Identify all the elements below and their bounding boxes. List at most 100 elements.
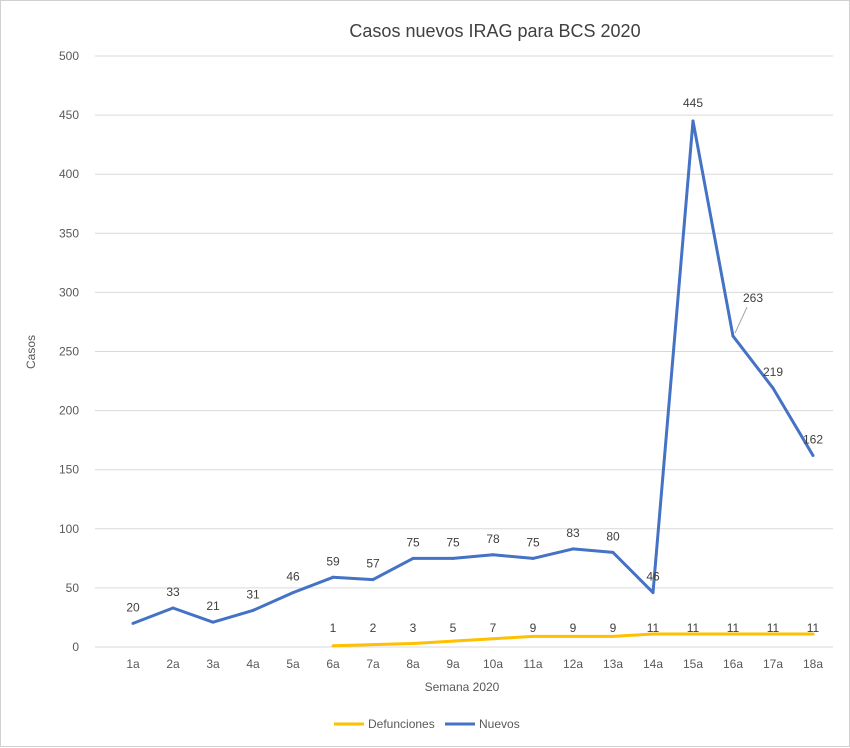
series-lines — [131, 119, 815, 648]
data-point — [571, 547, 575, 551]
data-label: 219 — [763, 365, 783, 379]
data-label: 3 — [410, 621, 417, 635]
data-label: 75 — [526, 535, 540, 549]
x-tick-label: 14a — [643, 657, 663, 671]
gridlines — [95, 55, 833, 648]
data-point — [691, 632, 695, 636]
data-label: 11 — [807, 621, 820, 635]
data-point — [731, 632, 735, 636]
data-label: 1 — [330, 621, 337, 635]
x-axis-ticks: 1a 2a 3a 4a 5a 6a 7a 8a 9a 10a 11a 12a 13a 14a 15a 16a 1… — [126, 657, 823, 671]
data-point — [651, 632, 655, 636]
y-tick-label: 250 — [59, 345, 79, 359]
data-point — [451, 556, 455, 560]
data-label: 445 — [683, 96, 703, 110]
legend: Defunciones Nuevos — [334, 717, 520, 731]
data-point — [331, 644, 335, 648]
data-label: 83 — [566, 526, 580, 540]
y-tick-label: 0 — [72, 640, 79, 654]
data-label: 11 — [767, 621, 780, 635]
data-label: 9 — [610, 621, 617, 635]
data-label: 46 — [286, 570, 300, 584]
data-label: 11 — [727, 621, 740, 635]
y-tick-label: 100 — [59, 522, 79, 536]
x-tick-label: 15a — [683, 657, 703, 671]
chart-title: Casos nuevos IRAG para BCS 2020 — [349, 21, 640, 41]
x-tick-label: 18a — [803, 657, 823, 671]
y-axis-title: Casos — [24, 335, 38, 369]
data-point — [811, 632, 815, 636]
data-label: 9 — [570, 621, 577, 635]
data-label: 59 — [326, 554, 340, 568]
y-tick-label: 450 — [59, 108, 79, 122]
x-tick-label: 16a — [723, 657, 743, 671]
x-tick-label: 10a — [483, 657, 503, 671]
x-tick-label: 5a — [286, 657, 300, 671]
x-tick-label: 3a — [206, 657, 220, 671]
x-tick-label: 6a — [326, 657, 340, 671]
data-label: 21 — [206, 599, 220, 613]
data-label: 263 — [743, 291, 763, 305]
x-axis-title: Semana 2020 — [425, 680, 500, 694]
y-tick-label: 400 — [59, 167, 79, 181]
data-label: 7 — [490, 621, 497, 635]
data-label: 20 — [126, 600, 140, 614]
y-tick-label: 500 — [59, 49, 79, 63]
data-label: 75 — [406, 535, 420, 549]
data-point — [291, 591, 295, 595]
data-point — [411, 556, 415, 560]
data-point — [251, 608, 255, 612]
data-point — [771, 632, 775, 636]
data-label: 33 — [166, 585, 180, 599]
data-point — [651, 591, 655, 595]
x-tick-label: 8a — [406, 657, 420, 671]
x-tick-label: 17a — [763, 657, 783, 671]
data-point — [691, 119, 695, 123]
data-label: 78 — [486, 532, 500, 546]
data-point — [411, 641, 415, 645]
data-point — [131, 621, 135, 625]
data-point — [611, 634, 615, 638]
x-tick-label: 9a — [446, 657, 460, 671]
x-tick-label: 11a — [523, 657, 542, 671]
data-point — [491, 553, 495, 557]
y-axis-ticks: 0 50 100 150 200 250 300 350 400 450 500 — [59, 49, 79, 654]
data-label: 162 — [803, 433, 823, 447]
x-tick-label: 13a — [603, 657, 623, 671]
data-point — [371, 578, 375, 582]
x-tick-label: 4a — [246, 657, 260, 671]
x-tick-label: 12a — [563, 657, 583, 671]
data-point — [731, 334, 735, 338]
y-tick-label: 200 — [59, 404, 79, 418]
data-point — [331, 575, 335, 579]
data-label: 31 — [246, 587, 260, 601]
data-point — [531, 634, 535, 638]
data-label: 11 — [687, 621, 700, 635]
y-tick-label: 150 — [59, 463, 79, 477]
data-label: 80 — [606, 529, 620, 543]
legend-label: Defunciones — [368, 717, 435, 731]
data-point — [611, 550, 615, 554]
data-point — [771, 386, 775, 390]
legend-label: Nuevos — [479, 717, 520, 731]
data-point — [571, 634, 575, 638]
data-point — [171, 606, 175, 610]
data-label: 5 — [450, 621, 457, 635]
data-point — [491, 637, 495, 641]
y-tick-label: 350 — [59, 226, 79, 240]
data-label: 75 — [446, 535, 460, 549]
y-tick-label: 300 — [59, 285, 79, 299]
data-label: 9 — [530, 621, 537, 635]
y-tick-label: 50 — [66, 581, 80, 595]
x-tick-label: 2a — [166, 657, 180, 671]
series-line-nuevos — [132, 119, 815, 625]
data-point — [371, 643, 375, 647]
data-label: 46 — [646, 570, 660, 584]
data-point — [211, 620, 215, 624]
data-point — [451, 639, 455, 643]
data-label: 11 — [647, 621, 660, 635]
x-tick-label: 7a — [366, 657, 380, 671]
